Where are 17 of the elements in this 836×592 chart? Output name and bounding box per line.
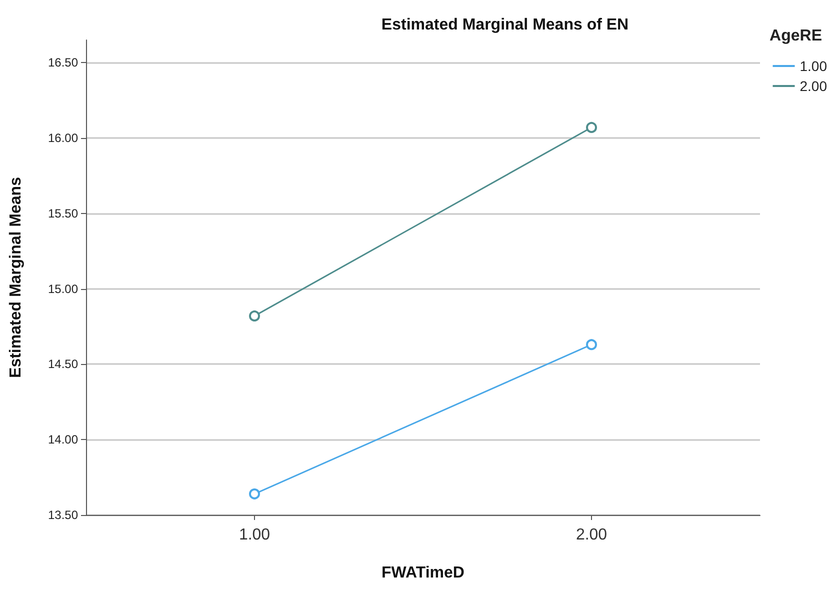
- y-tick-label: 15.50: [48, 206, 78, 220]
- chart-title: Estimated Marginal Means of EN: [381, 16, 629, 34]
- legend-title: AgeRE: [770, 28, 822, 44]
- y-tick-label: 13.50: [48, 508, 78, 522]
- point: [586, 122, 597, 133]
- x-axis-title: FWATimeD: [382, 564, 464, 582]
- legend-label: 1.00: [800, 58, 828, 74]
- point: [586, 339, 597, 350]
- point: [249, 310, 260, 322]
- legend-label: 2.00: [800, 78, 828, 94]
- y-axis-title: Estimated Marginal Means: [8, 176, 24, 378]
- y-tick-label: 14.00: [48, 432, 78, 447]
- y-tick-label: 16.50: [48, 56, 78, 70]
- y-tick-label: 14.50: [48, 357, 78, 372]
- point: [249, 488, 260, 500]
- y-tick-label: 16.00: [48, 131, 78, 146]
- y-tick-label: 15.00: [48, 282, 78, 296]
